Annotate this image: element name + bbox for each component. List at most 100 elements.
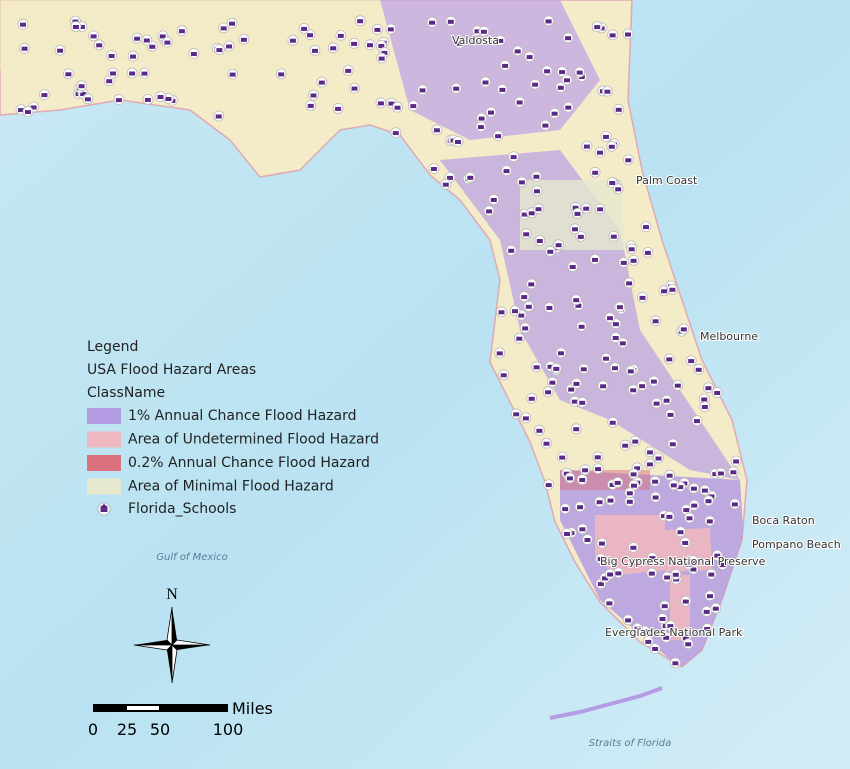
school-icon xyxy=(364,39,376,51)
school-icon-body xyxy=(603,356,609,361)
school-icon-body xyxy=(307,33,313,38)
school-icon xyxy=(717,559,728,570)
school-icon xyxy=(452,136,464,147)
school-icon-body xyxy=(677,530,684,535)
school-icon-body xyxy=(575,303,582,308)
school-icon-body xyxy=(568,387,575,392)
school-icon-body xyxy=(377,101,384,106)
school-icon-body xyxy=(630,545,637,550)
school-icon-body xyxy=(498,310,505,315)
scale-label: 25 xyxy=(117,720,137,739)
school-icon xyxy=(636,380,648,392)
school-icon-body xyxy=(626,281,633,286)
school-icon xyxy=(650,315,661,327)
school-icon xyxy=(505,244,517,256)
school-icon xyxy=(687,555,699,567)
school-icon xyxy=(678,323,690,335)
school-icon-body xyxy=(394,105,401,110)
school-icon-body xyxy=(682,599,689,604)
school-icon-body xyxy=(526,55,533,60)
school-icon-body xyxy=(701,405,708,409)
school-icon-body xyxy=(318,80,325,85)
school-icon-body xyxy=(632,439,639,444)
school-icon xyxy=(226,17,238,29)
school-icon xyxy=(657,613,668,624)
legend-swatch xyxy=(87,408,121,424)
school-icon xyxy=(664,469,675,481)
school-icon-body xyxy=(78,84,85,89)
school-icon-body xyxy=(108,54,115,58)
school-icon-body xyxy=(533,174,540,179)
school-icon xyxy=(680,595,692,607)
school-icon-body xyxy=(134,36,141,41)
legend-title: Legend xyxy=(87,339,138,355)
school-icon xyxy=(569,223,581,235)
school-icon-body xyxy=(625,618,632,623)
school-icon xyxy=(305,100,317,111)
legend-swatch xyxy=(87,431,121,448)
school-icon-body xyxy=(503,169,510,174)
school-icon-body xyxy=(661,514,667,519)
school-icon xyxy=(428,163,440,174)
school-icon xyxy=(581,140,593,152)
school-icon-body xyxy=(649,556,656,561)
school-icon-body xyxy=(387,27,394,32)
school-icon-body xyxy=(190,52,197,56)
school-icon-body xyxy=(685,562,692,567)
school-icon xyxy=(480,76,491,88)
school-icon xyxy=(375,97,387,109)
school-icon-body xyxy=(115,98,122,103)
school-icon-body xyxy=(639,384,646,389)
school-icon-body xyxy=(559,70,566,75)
school-icon xyxy=(529,78,541,90)
school-icon xyxy=(730,455,742,467)
school-icon-body xyxy=(278,72,285,77)
school-icon xyxy=(570,294,582,306)
school-icon-body xyxy=(516,336,523,341)
school-icon xyxy=(335,30,347,41)
school-icon xyxy=(628,254,639,266)
school-icon xyxy=(349,82,360,94)
school-icon xyxy=(594,203,606,215)
school-icon-body xyxy=(565,36,572,41)
school-icon xyxy=(704,515,716,527)
school-icon-body xyxy=(648,571,655,576)
school-icon-body xyxy=(666,514,673,519)
legend: Legend USA Flood Hazard Areas ClassName … xyxy=(87,339,379,517)
school-icon-body xyxy=(683,508,690,513)
school-icon xyxy=(688,499,700,511)
school-icon-body xyxy=(453,86,460,91)
water-label: Straits of Florida xyxy=(589,738,671,749)
school-icon-body xyxy=(609,483,616,487)
school-icon xyxy=(512,45,524,57)
school-icon-body xyxy=(543,441,550,446)
school-icon xyxy=(39,89,50,100)
school-icon-body xyxy=(644,250,651,255)
legend-label: 1% Annual Chance Flood Hazard xyxy=(128,408,356,424)
school-icon xyxy=(574,66,586,78)
school-icon-body xyxy=(664,575,671,580)
school-icon xyxy=(309,45,321,56)
school-icon-body xyxy=(703,609,710,614)
school-icon-body xyxy=(240,37,247,42)
school-icon-body xyxy=(447,19,454,24)
school-icon-body xyxy=(502,63,509,68)
school-icon-body xyxy=(514,49,521,54)
school-icon xyxy=(238,33,250,45)
school-icon-body xyxy=(226,44,232,49)
school-icon xyxy=(663,353,675,365)
school-icon xyxy=(541,65,553,77)
place-label: Valdosta xyxy=(452,34,499,47)
school-icon-body xyxy=(646,462,653,467)
school-icon-body xyxy=(622,443,629,448)
school-icon-body xyxy=(639,295,646,300)
school-icon-body xyxy=(229,72,236,77)
school-icon xyxy=(701,623,713,634)
school-icon-body xyxy=(80,92,87,96)
school-icon xyxy=(570,423,582,435)
school-icon-body xyxy=(714,391,721,395)
school-icon xyxy=(605,494,616,506)
legend-items: 1% Annual Chance Flood Hazard Area of Und… xyxy=(87,408,379,495)
school-icon-body xyxy=(345,68,352,73)
school-icon-body xyxy=(691,503,698,508)
